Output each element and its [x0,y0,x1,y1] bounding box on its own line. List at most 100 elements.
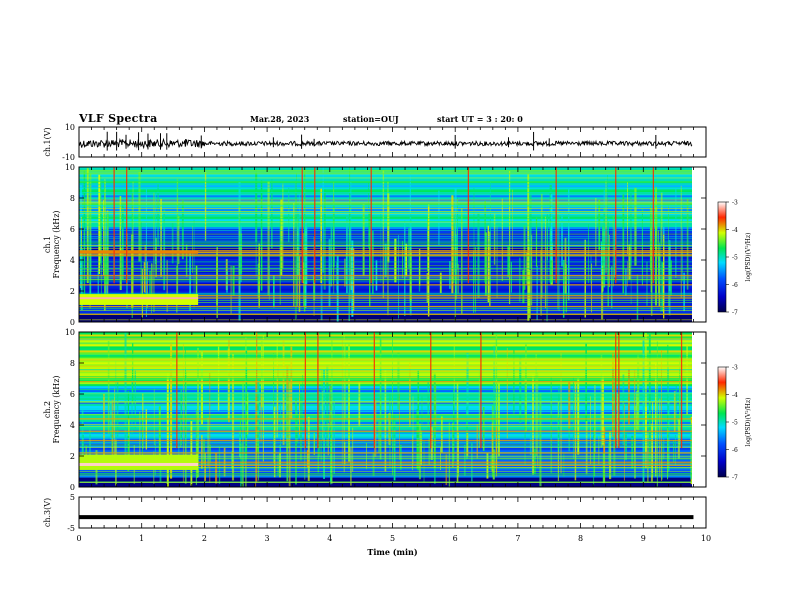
noise-streak [589,395,591,465]
noise-streak [151,263,153,301]
spectrogram-row [79,339,692,343]
band-line [79,463,692,465]
spectrogram-row [79,186,692,190]
spectrogram-row [79,218,692,222]
emission-band [79,464,692,466]
noise-streak [418,423,421,480]
spectrogram-row [79,168,692,172]
spectrogram-ch1 [79,167,706,322]
band-line [79,376,692,378]
noise-streak [163,209,166,291]
noise-streak [529,416,532,456]
x-tick-label: 6 [453,534,458,543]
spike [555,167,557,284]
spectrogram-row [79,282,692,285]
noise-streak [588,224,589,284]
noise-streak [613,379,616,476]
spectrogram-row [79,475,692,478]
band-line [79,457,692,459]
band-line [79,482,692,483]
band-line [79,184,692,186]
band-line [79,201,692,203]
noise-streak [378,421,380,454]
spectrogram-ch2 [79,332,706,487]
noise-streak [336,255,339,322]
spectrogram-row [79,332,692,335]
spectrogram-row [79,300,692,303]
noise-streak [124,332,127,470]
noise-streak [455,234,457,300]
spectrogram2-axis-label: Frequency (kHz) [52,375,61,443]
noise-streak [508,170,511,305]
noise-streak [600,241,603,276]
noise-streak [97,270,99,295]
spectrogram-row [79,206,692,210]
noise-streak [433,373,436,469]
band-line [79,240,692,242]
ch1-waveform [78,137,693,150]
noise-streak [412,395,414,465]
noise-streak [245,350,248,460]
noise-streak [655,363,657,477]
noise-streak [558,216,560,311]
noise-streak [519,354,522,423]
noise-streak [362,204,365,277]
spectrogram1-tick-label: 4 [70,256,75,265]
noise-streak [493,214,496,265]
noise-streak [591,263,593,313]
band-line [79,224,692,226]
x-tick-label: 4 [327,534,332,543]
noise-streak [601,375,604,446]
spectrogram1-axis-label: ch.1 [43,236,52,253]
band-line [79,247,692,249]
colorbar-ch1 [717,201,727,313]
spectrogram-row [79,276,692,279]
noise-streak [170,342,173,479]
noise-streak [195,265,198,298]
band-line [79,302,692,303]
emission-band [79,305,692,308]
band-line [79,434,692,436]
spectrogram1-tick-label: 10 [65,163,75,172]
noise-streak [79,184,83,279]
noise-streak [636,274,639,320]
emission-band [79,461,692,463]
noise-streak [280,199,283,276]
spike [467,167,470,284]
noise-streak [209,373,211,484]
x-tick-label: 9 [641,534,646,543]
noise-streak [454,188,457,272]
spectrogram1-tick-label: 8 [70,194,75,203]
band-line [79,402,692,404]
noise-streak [181,200,184,260]
spectrogram-row [79,196,692,200]
spike [370,167,372,284]
band-line [79,233,692,235]
x-tick-label: 5 [390,534,395,543]
emission-band [79,254,692,257]
noise-streak [537,372,539,467]
noise-streak [546,214,548,261]
noise-streak [321,370,323,420]
band-line [79,481,692,483]
noise-streak [656,341,658,487]
noise-streak [139,411,141,462]
band-line [79,441,692,443]
band-line [79,446,692,448]
ch3-tick-label: -5 [67,524,75,533]
panels-layer [78,131,706,520]
spectrogram2-tick-label: 4 [70,421,75,430]
noise-streak [680,185,682,298]
emission-band [79,452,692,454]
ch1-tick-label: 10 [65,123,75,132]
band-line [79,192,692,193]
noise-streak [89,173,92,272]
noise-streak [595,197,597,267]
noise-streak [256,332,258,482]
noise-streak [103,200,105,276]
noise-streak [487,225,490,303]
spike [652,167,655,284]
noise-streak [225,270,228,293]
spectrogram2-axis-label: ch.2 [43,401,52,418]
